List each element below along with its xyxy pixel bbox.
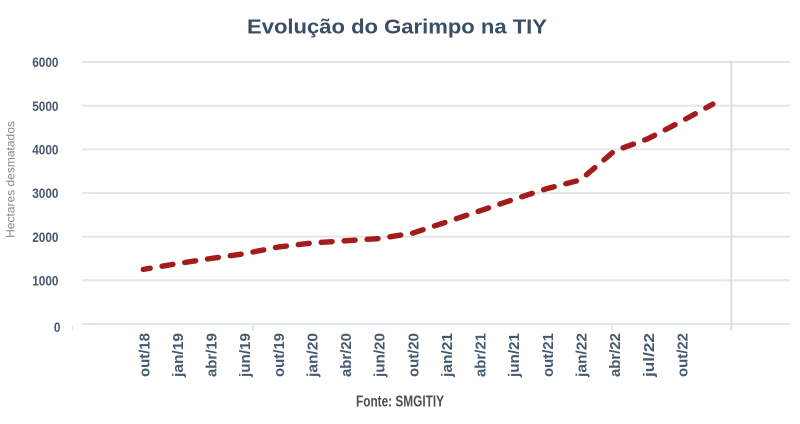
svg-text:jun/19: jun/19 [237,333,254,378]
svg-text:abr/19: abr/19 [204,333,221,377]
svg-text:out/20: out/20 [405,333,422,377]
svg-text:4000: 4000 [32,142,58,158]
svg-text:jan/19: jan/19 [170,333,187,378]
svg-text:jul/22: jul/22 [641,333,658,378]
svg-text:abr/20: abr/20 [338,333,355,377]
svg-text:out/18: out/18 [136,333,153,377]
svg-text:Fonte: SMGITIY: Fonte: SMGITIY [356,394,444,411]
svg-text:1000: 1000 [32,272,58,288]
svg-text:3000: 3000 [32,185,58,201]
svg-text:Hectares desmatados: Hectares desmatados [4,121,18,238]
svg-text:abr/21: abr/21 [473,333,490,377]
svg-text:Evolução do Garimpo na TIY: Evolução do Garimpo na TIY [247,17,547,39]
svg-text:jan/20: jan/20 [305,333,322,378]
svg-text:abr/22: abr/22 [607,333,624,377]
svg-text:0: 0 [54,319,61,335]
svg-text:5000: 5000 [32,98,58,114]
svg-text:out/19: out/19 [271,333,288,377]
svg-text:2000: 2000 [32,229,58,245]
svg-text:jan/21: jan/21 [439,333,456,378]
svg-text:jun/21: jun/21 [506,333,523,378]
svg-text:6000: 6000 [32,54,58,70]
svg-text:jun/20: jun/20 [372,333,389,378]
svg-text:jan/22: jan/22 [574,333,591,378]
svg-text:out/21: out/21 [540,333,557,377]
svg-text:out/22: out/22 [674,333,691,377]
